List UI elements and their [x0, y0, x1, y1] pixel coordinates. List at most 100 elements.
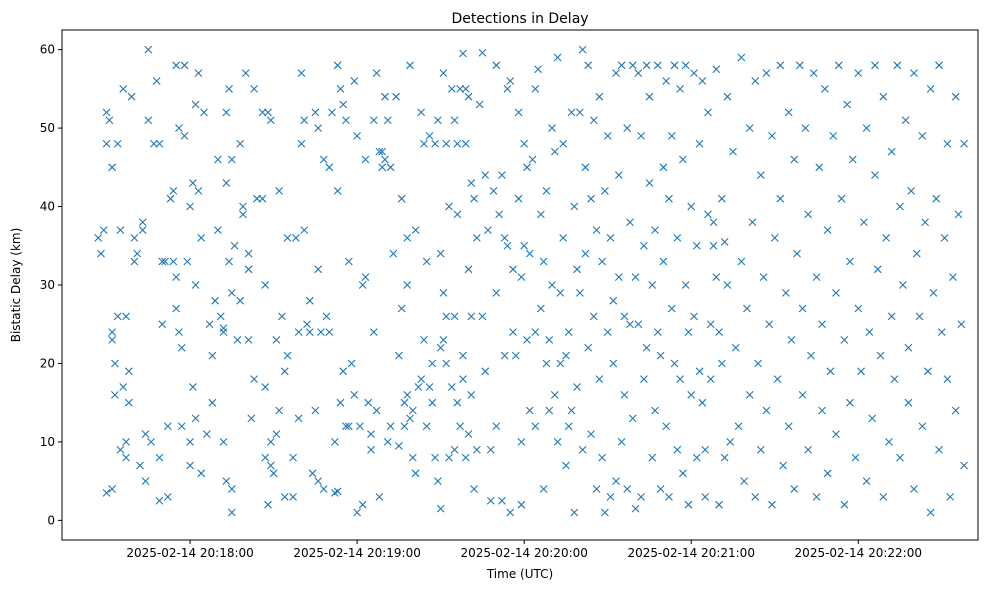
data-point	[617, 438, 626, 446]
data-point	[587, 194, 595, 203]
data-point	[486, 445, 495, 454]
data-point	[289, 492, 297, 501]
data-point	[567, 406, 576, 415]
data-point	[225, 257, 233, 266]
data-points	[94, 45, 968, 517]
data-point	[411, 226, 420, 234]
data-point	[108, 485, 117, 493]
data-point	[386, 422, 395, 431]
data-point	[450, 116, 459, 125]
data-point	[406, 414, 414, 423]
data-point	[662, 422, 671, 431]
data-point	[751, 77, 760, 85]
data-point	[631, 504, 640, 513]
data-point	[269, 469, 278, 478]
data-point	[692, 241, 701, 250]
data-point	[673, 445, 682, 454]
data-point	[428, 359, 437, 368]
data-point	[692, 453, 701, 462]
data-point	[726, 438, 735, 446]
data-point	[144, 116, 153, 125]
data-point	[141, 430, 150, 438]
data-point	[812, 492, 821, 501]
data-point	[762, 69, 771, 78]
data-point	[459, 351, 467, 360]
data-point	[921, 218, 929, 227]
data-point	[325, 163, 334, 172]
data-point	[754, 359, 762, 368]
data-point	[575, 288, 584, 297]
data-point	[564, 422, 573, 431]
data-point	[339, 367, 348, 376]
data-point	[197, 234, 206, 242]
data-point	[439, 69, 448, 78]
data-point	[447, 84, 456, 93]
data-point	[960, 461, 968, 470]
data-point	[678, 155, 687, 164]
data-point	[113, 312, 122, 321]
data-point	[784, 422, 793, 431]
data-point	[99, 226, 108, 234]
data-point	[180, 61, 189, 70]
data-point	[795, 61, 804, 70]
data-point	[122, 453, 130, 462]
data-point	[244, 336, 253, 344]
data-point	[186, 461, 194, 470]
data-point	[244, 265, 253, 274]
data-point	[887, 312, 896, 321]
data-point	[250, 375, 258, 384]
data-point	[631, 273, 640, 282]
data-point	[339, 100, 348, 109]
data-point	[180, 132, 189, 140]
data-point	[935, 61, 943, 70]
data-point	[219, 438, 228, 446]
data-point	[701, 492, 710, 501]
data-point	[250, 84, 258, 93]
data-point	[756, 445, 765, 454]
data-point	[676, 84, 684, 93]
data-point	[227, 485, 236, 493]
data-point	[420, 139, 428, 148]
data-point	[214, 226, 222, 234]
data-point	[595, 92, 604, 101]
data-point	[305, 296, 314, 305]
data-point	[653, 328, 662, 336]
data-point	[854, 304, 863, 313]
data-point	[450, 312, 459, 321]
data-point	[261, 281, 270, 289]
data-point	[314, 124, 323, 132]
data-point	[798, 304, 807, 313]
data-point	[155, 496, 164, 505]
data-point	[130, 234, 139, 242]
data-point	[481, 367, 490, 376]
data-point	[834, 61, 843, 70]
data-point	[690, 312, 698, 321]
data-point	[155, 453, 164, 462]
data-point	[801, 124, 810, 132]
data-point	[414, 383, 423, 391]
data-point	[793, 249, 801, 258]
data-point	[548, 124, 556, 132]
data-point	[768, 132, 776, 140]
data-point	[717, 359, 726, 368]
y-tick-label: 50	[40, 121, 55, 135]
data-point	[200, 108, 208, 117]
data-point	[904, 343, 913, 352]
y-tick-label: 0	[47, 513, 55, 527]
data-point	[829, 132, 838, 140]
data-point	[907, 186, 916, 195]
data-point	[336, 84, 345, 93]
data-point	[408, 453, 417, 462]
data-point	[929, 288, 938, 297]
data-point	[492, 422, 501, 431]
data-point	[517, 500, 526, 509]
data-point	[389, 249, 398, 258]
data-point	[353, 508, 362, 517]
data-point	[564, 328, 573, 336]
data-point	[172, 61, 181, 70]
data-point	[325, 328, 334, 336]
data-point	[467, 390, 476, 399]
data-point	[344, 257, 353, 266]
data-point	[743, 304, 751, 313]
